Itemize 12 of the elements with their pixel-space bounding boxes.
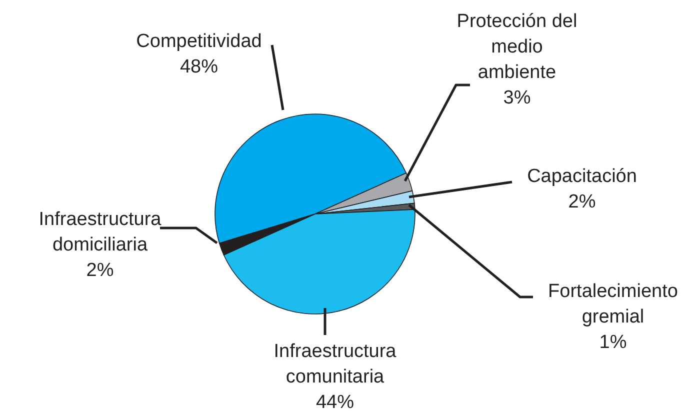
slice-label: Competitividad bbox=[136, 31, 262, 52]
slice-label: Infraestructura comunitaria bbox=[274, 341, 397, 388]
data-label: 44% bbox=[316, 392, 354, 411]
slice-label: Protección del medio ambiente bbox=[456, 11, 578, 83]
slice-label: Infraestructura domiciliaria bbox=[38, 209, 162, 256]
slice-label: Capacitación bbox=[527, 166, 637, 187]
data-label: 1% bbox=[599, 332, 627, 353]
slice-label: Fortalecimiento gremial bbox=[548, 281, 678, 328]
data-label: 2% bbox=[568, 192, 596, 212]
data-label: 3% bbox=[503, 88, 531, 108]
data-label: 2% bbox=[86, 260, 114, 281]
data-label: 48% bbox=[180, 56, 218, 78]
